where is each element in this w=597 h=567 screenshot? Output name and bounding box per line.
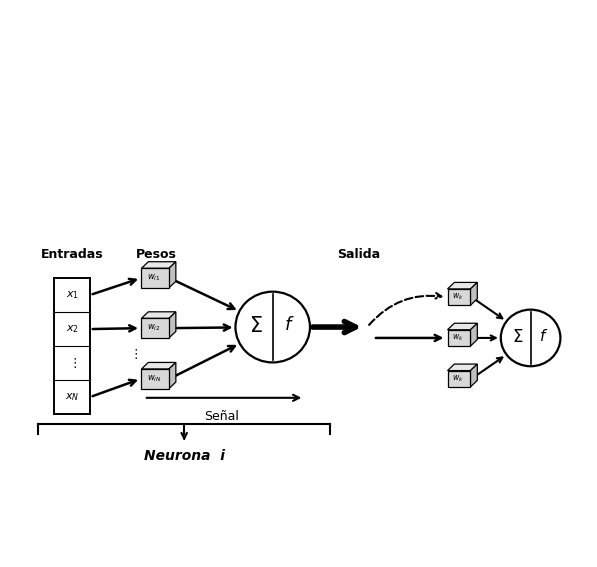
Polygon shape xyxy=(448,371,470,387)
Polygon shape xyxy=(141,318,169,338)
Polygon shape xyxy=(470,364,478,387)
Polygon shape xyxy=(448,289,470,305)
Text: Salida: Salida xyxy=(337,248,380,261)
Text: $\vdots$: $\vdots$ xyxy=(129,347,138,361)
Polygon shape xyxy=(448,282,478,289)
Text: Neurona  i: Neurona i xyxy=(144,449,224,463)
Text: Pesos: Pesos xyxy=(136,248,177,261)
Polygon shape xyxy=(448,330,470,346)
Polygon shape xyxy=(448,364,478,371)
Text: $w_{iN}$: $w_{iN}$ xyxy=(147,374,161,384)
Text: Señal: Señal xyxy=(204,410,239,423)
Text: $x_2$: $x_2$ xyxy=(66,323,79,335)
Polygon shape xyxy=(169,362,176,388)
Text: $w_{k}$: $w_{k}$ xyxy=(452,292,464,302)
Polygon shape xyxy=(470,282,478,305)
Text: $\vdots$: $\vdots$ xyxy=(67,356,76,370)
Polygon shape xyxy=(448,323,478,330)
Text: $x_N$: $x_N$ xyxy=(65,391,79,403)
Text: $w_{i1}$: $w_{i1}$ xyxy=(147,273,161,284)
Polygon shape xyxy=(141,312,176,318)
Text: $x_1$: $x_1$ xyxy=(66,289,79,301)
Text: $w_{k}$: $w_{k}$ xyxy=(452,333,464,343)
Polygon shape xyxy=(54,278,90,414)
Circle shape xyxy=(501,310,561,366)
Polygon shape xyxy=(169,262,176,288)
Text: $f$: $f$ xyxy=(284,316,295,335)
Polygon shape xyxy=(141,362,176,369)
Text: $\Sigma$: $\Sigma$ xyxy=(512,328,523,346)
Text: $w_{k}$: $w_{k}$ xyxy=(452,374,464,384)
Polygon shape xyxy=(141,262,176,268)
Circle shape xyxy=(235,291,310,362)
Text: Entradas: Entradas xyxy=(41,248,103,261)
Text: $f$: $f$ xyxy=(539,328,549,344)
Text: $w_{i2}$: $w_{i2}$ xyxy=(147,323,161,333)
Text: $\Sigma$: $\Sigma$ xyxy=(249,316,263,336)
Polygon shape xyxy=(141,369,169,388)
Polygon shape xyxy=(169,312,176,338)
Polygon shape xyxy=(141,268,169,288)
Polygon shape xyxy=(470,323,478,346)
